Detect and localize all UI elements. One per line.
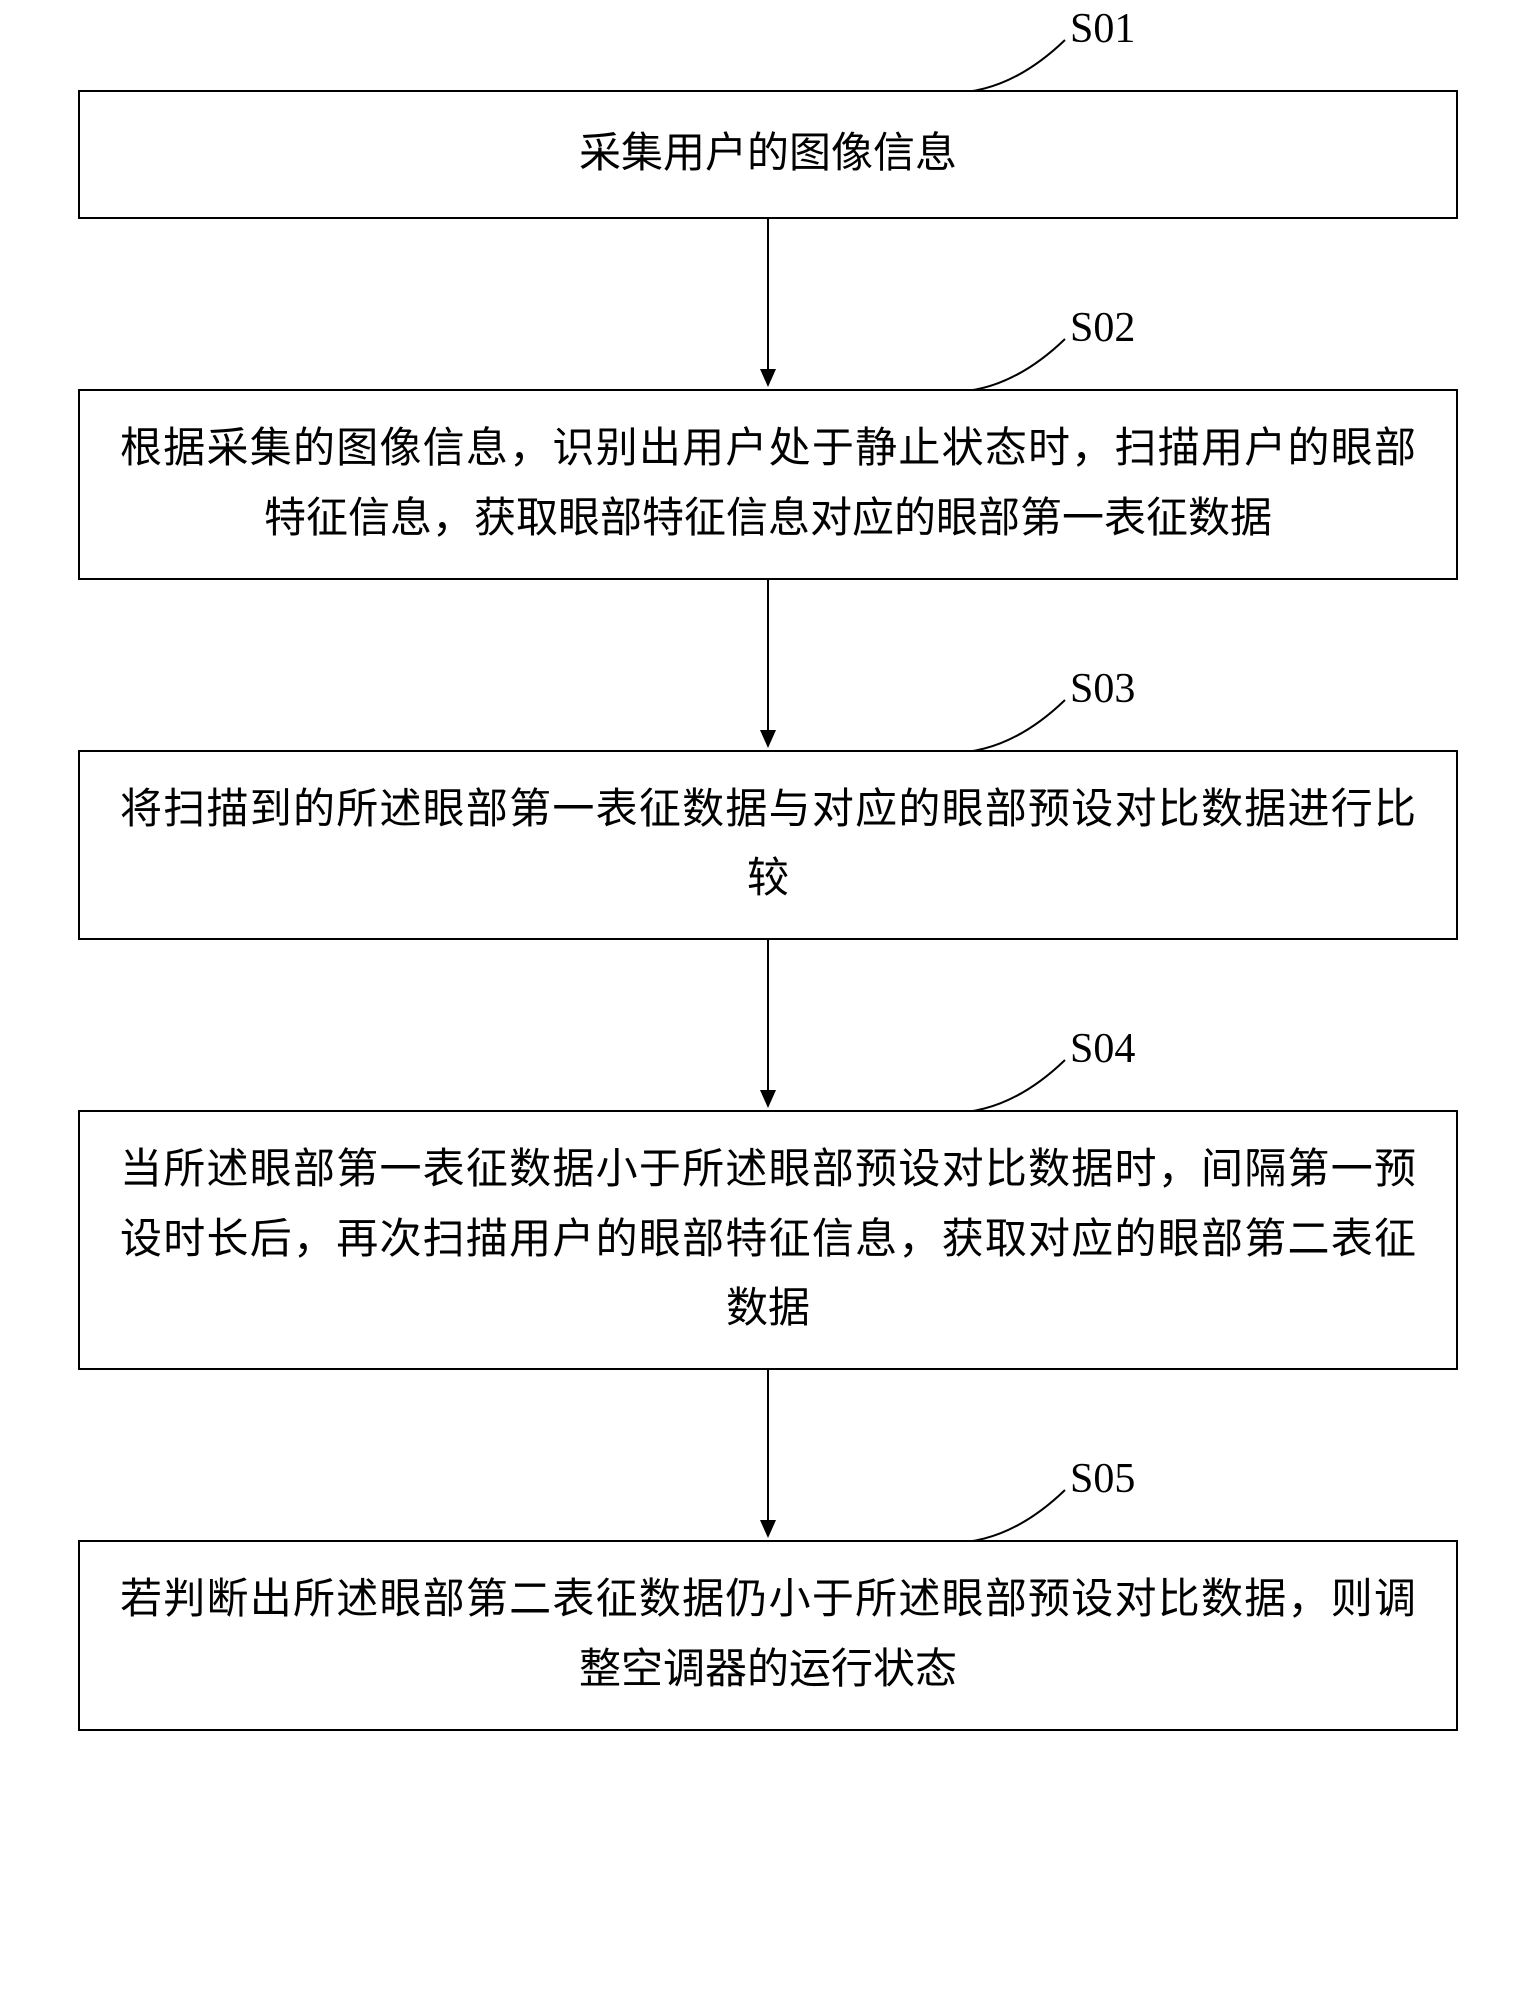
- step-group-s04: S04 当所述眼部第一表征数据小于所述眼部预设对比数据时，间隔第一预设时长后，再…: [50, 1110, 1486, 1370]
- arrow-3: [748, 940, 788, 1110]
- flowchart-container: S01 采集用户的图像信息 S02 根据采集的图像信息，识别出用户处于静止状态时…: [50, 50, 1486, 1731]
- connector-4: [50, 1370, 1486, 1540]
- arrow-4: [748, 1370, 788, 1540]
- leader-line-s04: [950, 1058, 1080, 1118]
- step-box-s02: 根据采集的图像信息，识别出用户处于静止状态时，扫描用户的眼部特征信息，获取眼部特…: [78, 389, 1458, 580]
- connector-1: [50, 219, 1486, 389]
- leader-line-s05: [950, 1488, 1080, 1548]
- leader-line-s03: [950, 698, 1080, 758]
- arrow-2: [748, 580, 788, 750]
- step-group-s02: S02 根据采集的图像信息，识别出用户处于静止状态时，扫描用户的眼部特征信息，获…: [50, 389, 1486, 580]
- arrow-1: [748, 219, 788, 389]
- step-box-s04: 当所述眼部第一表征数据小于所述眼部预设对比数据时，间隔第一预设时长后，再次扫描用…: [78, 1110, 1458, 1370]
- step-group-s03: S03 将扫描到的所述眼部第一表征数据与对应的眼部预设对比数据进行比较: [50, 750, 1486, 941]
- leader-line-s01: [950, 38, 1080, 98]
- step-box-s05: 若判断出所述眼部第二表征数据仍小于所述眼部预设对比数据，则调整空调器的运行状态: [78, 1540, 1458, 1731]
- connector-2: [50, 580, 1486, 750]
- step-group-s01: S01 采集用户的图像信息: [50, 50, 1486, 219]
- step-group-s05: S05 若判断出所述眼部第二表征数据仍小于所述眼部预设对比数据，则调整空调器的运…: [50, 1540, 1486, 1731]
- leader-line-s02: [950, 337, 1080, 397]
- step-box-s03: 将扫描到的所述眼部第一表征数据与对应的眼部预设对比数据进行比较: [78, 750, 1458, 941]
- step-box-s01: 采集用户的图像信息: [78, 90, 1458, 219]
- connector-3: [50, 940, 1486, 1110]
